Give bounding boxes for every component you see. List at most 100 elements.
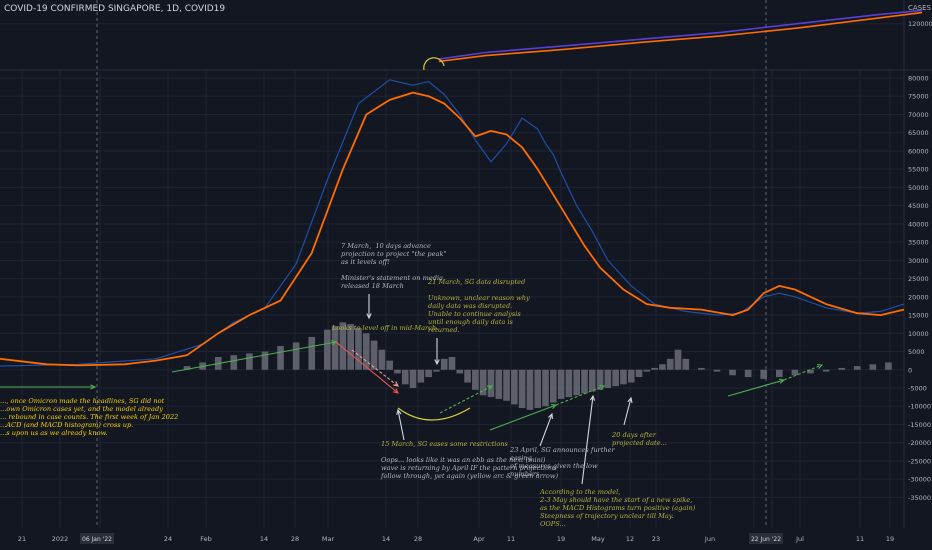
histogram-bar bbox=[370, 340, 378, 370]
x-highlight-label: 06 Jan '22 bbox=[82, 536, 112, 543]
histogram-bar bbox=[713, 369, 721, 372]
pointer-arrow-15march-head bbox=[396, 408, 402, 415]
histogram-bar bbox=[573, 369, 581, 396]
pointer-arrow-23april-head bbox=[548, 412, 554, 420]
x-tick-label: 14 bbox=[260, 535, 268, 543]
pointer-arrow-may bbox=[581, 395, 594, 485]
x-tick-label: 21 bbox=[18, 535, 26, 543]
histogram-bar bbox=[355, 327, 362, 370]
x-tick-label: 12 bbox=[626, 535, 634, 543]
histogram-bar bbox=[698, 367, 705, 370]
histogram-bar bbox=[729, 369, 736, 376]
histogram-bar bbox=[651, 367, 658, 370]
y-tick-label: 5000 bbox=[908, 348, 925, 356]
y-tick-label: 20000 bbox=[908, 293, 929, 301]
histogram-bar bbox=[394, 369, 401, 374]
slow-line bbox=[0, 91, 905, 367]
x-tick-label: 23 bbox=[652, 535, 660, 543]
date-highlight-box bbox=[80, 533, 114, 544]
y-tick-label: 60000 bbox=[908, 147, 929, 155]
cases-label: CASES bbox=[908, 4, 931, 12]
histogram-bar bbox=[666, 358, 674, 370]
histogram-bar bbox=[386, 360, 393, 370]
histogram-bar bbox=[838, 367, 845, 370]
x-tick-label: Jul bbox=[795, 535, 804, 543]
y-tick-label: -5000 bbox=[908, 385, 927, 393]
histogram-bar bbox=[347, 324, 355, 370]
pointer-arrow-may-head bbox=[589, 394, 596, 401]
histogram-bar bbox=[526, 369, 534, 410]
histogram-bar bbox=[869, 364, 877, 370]
histogram-bar bbox=[277, 346, 284, 370]
histogram-bar bbox=[885, 362, 892, 370]
y-tick-label: 30000 bbox=[908, 257, 929, 265]
y-tick-label: 40000 bbox=[908, 220, 929, 228]
histogram-bar bbox=[331, 326, 339, 370]
histogram-bar bbox=[775, 369, 783, 378]
y-tick-label: 0 bbox=[908, 366, 912, 374]
annotation-omicron: ..., once Omicron made the headlines, SG… bbox=[0, 397, 179, 437]
x-tick-label: 24 bbox=[164, 535, 172, 543]
annotation-7-march: 7 March, 10 days advance projection to p… bbox=[341, 242, 447, 290]
x-tick-label: 2022 bbox=[52, 535, 69, 543]
upper-blue-line bbox=[438, 9, 923, 60]
arrow-red-fall bbox=[335, 341, 399, 394]
histogram-bar bbox=[596, 369, 604, 390]
histogram-bar bbox=[308, 336, 316, 370]
pointer-arrow-20days-head bbox=[627, 396, 633, 404]
histogram-bar bbox=[487, 369, 495, 398]
y-tick-label: 55000 bbox=[908, 166, 929, 174]
histogram-bar bbox=[853, 366, 861, 370]
x-tick-label: 28 bbox=[291, 535, 299, 543]
pointer-arrow-15march bbox=[397, 409, 405, 441]
fast-line bbox=[0, 79, 905, 367]
histogram-bar bbox=[440, 358, 448, 370]
upper-orange-line bbox=[438, 11, 923, 63]
arrow-green-apr bbox=[489, 404, 557, 431]
y-tick-label: 45000 bbox=[908, 202, 929, 210]
x-tick-label: 14 bbox=[382, 535, 390, 543]
histogram-bar bbox=[588, 369, 596, 392]
x-tick-label: 11 bbox=[856, 535, 864, 543]
histogram-bar bbox=[659, 364, 666, 370]
arrow-green-may-head bbox=[598, 385, 606, 391]
histogram-bar bbox=[362, 333, 370, 370]
chart-title: COVID-19 CONFIRMED SINGAPORE, 1D, COVID1… bbox=[4, 4, 226, 14]
y-tick-label: 75000 bbox=[908, 93, 929, 101]
pointer-arrow-21march-head bbox=[434, 359, 440, 366]
histogram-bar bbox=[744, 369, 752, 378]
pointer-arrow-23april bbox=[539, 413, 553, 447]
histogram-bar bbox=[791, 369, 799, 376]
histogram-bar bbox=[456, 369, 464, 374]
y-tick-label: -15000 bbox=[908, 421, 931, 429]
histogram-bar bbox=[760, 369, 768, 379]
arrow-green-jul-head bbox=[816, 364, 824, 370]
histogram-bar bbox=[674, 349, 682, 370]
y-tick-label: 10000 bbox=[908, 330, 929, 338]
histogram-bar bbox=[549, 369, 557, 403]
arrow-green-rise bbox=[171, 341, 337, 373]
annotation-ebb: Oops... looks like it was an ebb as the … bbox=[381, 456, 559, 480]
y-tick-label: -30000 bbox=[908, 476, 931, 484]
y-tick-label: 35000 bbox=[908, 239, 929, 247]
arrow-green-left-head bbox=[90, 384, 97, 390]
histogram-bar bbox=[807, 369, 814, 374]
histogram-bar bbox=[822, 369, 830, 372]
histogram-bar bbox=[503, 369, 510, 401]
pointer-arrow-7march-head bbox=[366, 313, 372, 320]
histogram-bar bbox=[292, 342, 300, 370]
histogram-bar bbox=[542, 369, 549, 407]
histogram-bar bbox=[518, 369, 526, 409]
y-tick-label: 25000 bbox=[908, 275, 929, 283]
histogram-bar bbox=[433, 369, 440, 372]
y-tick-label: 80000 bbox=[908, 75, 929, 83]
histogram-bar bbox=[323, 329, 331, 370]
annotation-20-days: 20 days after projected date... bbox=[612, 431, 667, 447]
arrow-green-may bbox=[555, 385, 605, 406]
x-tick-label: Apr bbox=[473, 535, 485, 543]
histogram-bar bbox=[246, 353, 253, 370]
trough-arc bbox=[397, 407, 471, 421]
histogram-bar bbox=[635, 369, 643, 378]
histogram-bar bbox=[425, 369, 432, 378]
